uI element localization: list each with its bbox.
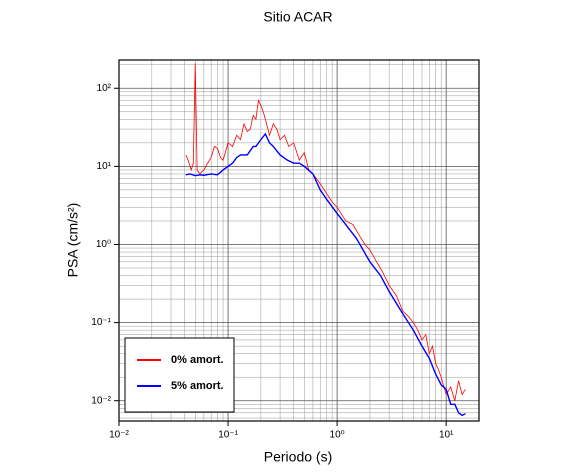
y-tick-label: 10¹ bbox=[97, 161, 112, 172]
y-tick-label: 10⁰ bbox=[96, 239, 111, 250]
x-tick-label: 10¹ bbox=[439, 430, 454, 441]
x-tick-label: 10⁻² bbox=[109, 430, 129, 441]
series-line bbox=[185, 132, 466, 417]
chart-title: Sitio ACAR bbox=[263, 9, 332, 25]
legend-box bbox=[124, 337, 235, 413]
x-tick-label: 10⁻¹ bbox=[218, 430, 238, 441]
y-tick-label: 10² bbox=[97, 83, 112, 94]
legend-label: 0% amort. bbox=[171, 354, 224, 366]
y-axis-label: PSA (cm/s²) bbox=[65, 203, 81, 278]
y-tick-label: 10⁻² bbox=[91, 395, 111, 406]
y-tick-label: 10⁻¹ bbox=[91, 317, 111, 328]
legend-label: 5% amort. bbox=[171, 380, 224, 392]
x-tick-label: 10⁰ bbox=[330, 430, 345, 441]
x-axis-label: Periodo (s) bbox=[264, 449, 332, 465]
series-line bbox=[185, 63, 466, 401]
plot-frame bbox=[118, 59, 480, 422]
